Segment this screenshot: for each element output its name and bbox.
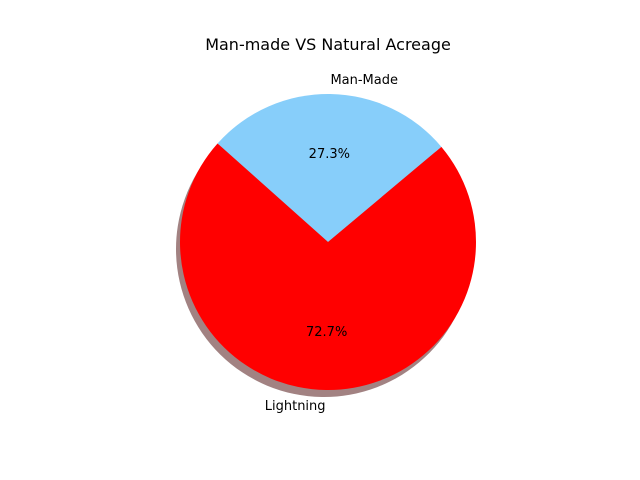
slice-label-man-made: Man-Made — [330, 73, 398, 88]
chart-title: Man-made VS Natural Acreage — [205, 35, 451, 54]
slice-percent-man-made: 27.3% — [309, 147, 350, 162]
pie-slice-man-made — [217, 94, 442, 242]
pie-slices — [180, 94, 477, 391]
slice-percent-lightning: 72.7% — [306, 325, 347, 340]
pie-slice-lightning — [180, 143, 477, 391]
slice-label-lightning: Lightning — [265, 399, 326, 414]
pie-labels: Man-Made 27.3% Lightning 72.7% — [265, 73, 398, 414]
